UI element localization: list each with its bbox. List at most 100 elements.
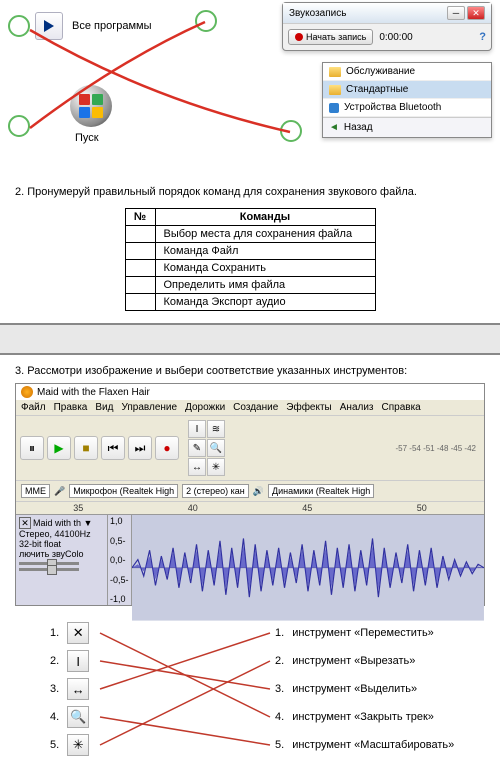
menu-item[interactable]: Вид xyxy=(95,402,113,413)
recorder-title: Звукозапись xyxy=(289,8,346,19)
menu-label: Устройства Bluetooth xyxy=(344,102,441,113)
host-select[interactable]: MME xyxy=(21,484,50,498)
menu-item[interactable]: Анализ xyxy=(340,402,374,413)
windows-logo xyxy=(70,85,112,127)
ruler-tick: 35 xyxy=(73,503,83,513)
menu-bar: Файл Правка Вид Управление Дорожки Созда… xyxy=(16,400,484,416)
skip-start-button[interactable]: ⏮ xyxy=(101,436,125,460)
circle-2 xyxy=(195,10,217,32)
mic-select[interactable]: Микрофон (Realtek High xyxy=(69,484,178,498)
menu-label: Стандартные xyxy=(346,84,408,95)
record-icon xyxy=(295,33,303,41)
cmd-cell: Команда Сохранить xyxy=(155,260,375,277)
track-panel: ✕Maid with th ▼ Стерео, 44100Hz 32-bit f… xyxy=(16,515,108,605)
ruler-tick: 50 xyxy=(417,503,427,513)
menu-item[interactable]: Файл xyxy=(21,402,46,413)
question-3: 3. Рассмотри изображение и выбери соотве… xyxy=(0,355,500,780)
meter-ruler: -57 -54 -51 -48 -45 -42 xyxy=(228,444,480,453)
menu-label: Обслуживание xyxy=(346,66,415,77)
sound-recorder-window: Звукозапись ─ ✕ Начать запись 0:00:00 ? xyxy=(282,2,492,51)
folder-icon xyxy=(329,67,341,77)
q2-text: 2. Пронумеруй правильный порядок команд … xyxy=(15,186,485,198)
audacity-icon xyxy=(21,386,33,398)
question-2: 2. Пронумеруй правильный порядок команд … xyxy=(0,180,500,323)
help-icon[interactable]: ? xyxy=(479,31,486,43)
cmd-cell: Команда Файл xyxy=(155,243,375,260)
transport-toolbar: ⏸ ▶ ■ ⏮ ⏭ ● I ≋ ✎ 🔍 ↔ ✳ -57 -54 -51 -48 … xyxy=(16,416,484,481)
track-info: Стерео, 44100Hz xyxy=(19,529,104,539)
audacity-title: Maid with the Flaxen Hair xyxy=(37,387,150,398)
track-solo: лючить звуColo xyxy=(19,549,104,559)
bluetooth-icon xyxy=(329,103,339,113)
channels-select[interactable]: 2 (стерео) кан xyxy=(182,484,249,498)
menu-back[interactable]: ◄ Назад xyxy=(323,117,491,137)
stop-button[interactable]: ■ xyxy=(74,436,98,460)
select-tool[interactable]: I xyxy=(188,420,206,438)
move-tool[interactable]: ↔ xyxy=(188,458,206,476)
all-programs-label: Все программы xyxy=(72,20,151,32)
menu-item[interactable]: Правка xyxy=(54,402,88,413)
matching-lines xyxy=(15,620,485,770)
menu-item[interactable]: Стандартные xyxy=(323,81,491,99)
back-arrow-icon: ◄ xyxy=(329,122,339,133)
section-1: Все программы Пуск Звукозапись ─ ✕ Начат… xyxy=(0,0,500,180)
matching-exercise: 1.✕ 2.I 3.↔ 4.🔍 5.✳ 1.инструмент «Переме… xyxy=(15,620,485,770)
menu-item[interactable]: Справка xyxy=(382,402,421,413)
device-toolbar: MME 🎤 Микрофон (Realtek High 2 (стерео) … xyxy=(16,481,484,502)
circle-1 xyxy=(8,15,30,37)
circle-4 xyxy=(280,120,302,142)
menu-item[interactable]: Создание xyxy=(233,402,278,413)
section-gap xyxy=(0,325,500,353)
table-row: Определить имя файла xyxy=(125,277,375,294)
menu-item[interactable]: Дорожки xyxy=(185,402,225,413)
start-menu: Обслуживание Стандартные Устройства Blue… xyxy=(322,62,492,138)
audacity-window: Maid with the Flaxen Hair Файл Правка Ви… xyxy=(15,383,485,606)
folder-icon xyxy=(329,85,341,95)
col-cmd-header: Команды xyxy=(155,209,375,226)
track-name: Maid with th xyxy=(33,518,81,528)
pause-button[interactable]: ⏸ xyxy=(20,436,44,460)
speaker-select[interactable]: Динамики (Realtek High xyxy=(268,484,374,498)
table-row: Команда Экспорт аудио xyxy=(125,294,375,311)
record-label: Начать запись xyxy=(306,32,366,42)
close-button[interactable]: ✕ xyxy=(467,6,485,20)
ruler-tick: 40 xyxy=(188,503,198,513)
tools-grid: I ≋ ✎ 🔍 ↔ ✳ xyxy=(188,420,225,476)
time-display: 0:00:00 xyxy=(379,32,412,43)
envelope-tool[interactable]: ≋ xyxy=(207,420,225,438)
table-row: Команда Сохранить xyxy=(125,260,375,277)
zoom-tool[interactable]: 🔍 xyxy=(207,439,225,457)
menu-item[interactable]: Устройства Bluetooth xyxy=(323,99,491,117)
menu-item[interactable]: Эффекты xyxy=(286,402,331,413)
track-bit: 32-bit float xyxy=(19,539,104,549)
table-row: Команда Файл xyxy=(125,243,375,260)
pan-slider[interactable] xyxy=(19,568,79,571)
record-button[interactable]: ● xyxy=(155,436,179,460)
record-button[interactable]: Начать запись xyxy=(288,29,373,45)
back-label: Назад xyxy=(344,122,373,133)
q3-text: 3. Рассмотри изображение и выбери соотве… xyxy=(15,365,485,377)
cmd-cell: Выбор места для сохранения файла xyxy=(155,226,375,243)
cmd-cell: Определить имя файла xyxy=(155,277,375,294)
minimize-button[interactable]: ─ xyxy=(447,6,465,20)
timeline-ruler: 35 40 45 50 xyxy=(16,502,484,515)
cmd-cell: Команда Экспорт аудио xyxy=(155,294,375,311)
audio-track: ✕Maid with th ▼ Стерео, 44100Hz 32-bit f… xyxy=(16,515,484,605)
play-button[interactable]: ▶ xyxy=(47,436,71,460)
waveform-area[interactable]: 1,0 0,5- 0,0- -0,5- -1,0 xyxy=(108,515,484,605)
col-num-header: № xyxy=(125,209,155,226)
skip-end-button[interactable]: ⏭ xyxy=(128,436,152,460)
close-track-button[interactable]: ✕ xyxy=(19,517,31,529)
start-label: Пуск xyxy=(75,132,99,144)
table-row: Выбор места для сохранения файла xyxy=(125,226,375,243)
draw-tool[interactable]: ✎ xyxy=(188,439,206,457)
multi-tool[interactable]: ✳ xyxy=(207,458,225,476)
menu-item[interactable]: Управление xyxy=(121,402,177,413)
waveform xyxy=(132,515,484,621)
menu-item[interactable]: Обслуживание xyxy=(323,63,491,81)
circle-3 xyxy=(8,115,30,137)
amplitude-scale: 1,0 0,5- 0,0- -0,5- -1,0 xyxy=(108,515,132,605)
commands-table: №Команды Выбор места для сохранения файл… xyxy=(125,208,376,311)
play-icon xyxy=(35,12,63,40)
ruler-tick: 45 xyxy=(302,503,312,513)
